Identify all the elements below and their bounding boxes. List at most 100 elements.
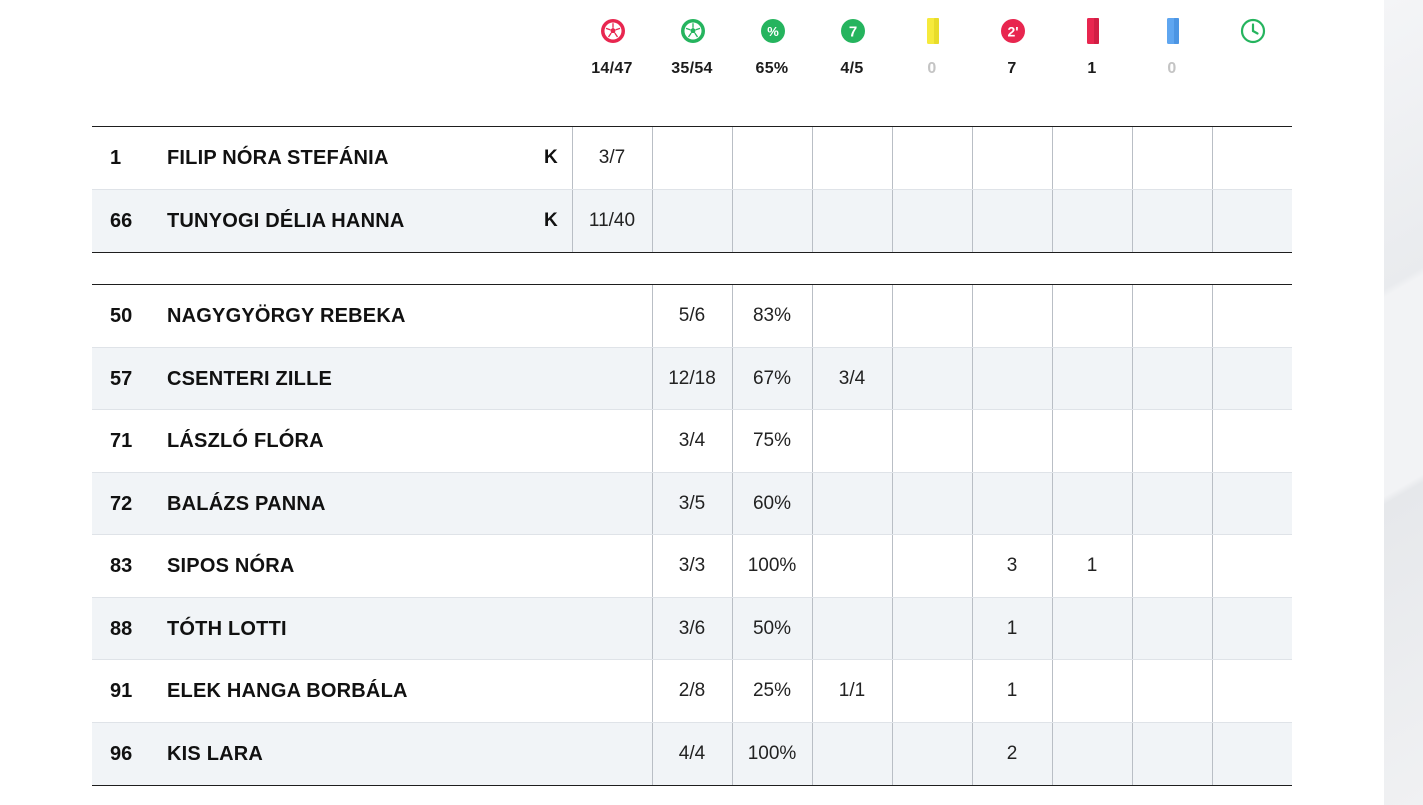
two-minute-icon-label: 2' <box>1007 24 1018 40</box>
player-name[interactable]: SIPOS NÓRA <box>167 555 295 577</box>
percent-cell <box>732 127 812 189</box>
blue-card-cell <box>1132 410 1212 472</box>
column-divider <box>1052 722 1053 785</box>
player-name[interactable]: CSENTERI ZILLE <box>167 367 333 390</box>
column-divider <box>1052 347 1053 409</box>
two-minute-cell <box>972 473 1052 535</box>
goals-cell: 3/4 <box>678 430 706 451</box>
goalkeepers-table: 1 FILIP NÓRA STEFÁNIA K 3/7 66 TUNYOGI D… <box>92 126 1292 253</box>
column-divider <box>572 127 573 189</box>
column-divider <box>732 285 733 347</box>
two-minute-cell <box>972 127 1052 189</box>
column-divider <box>732 535 733 597</box>
column-divider <box>1212 127 1213 189</box>
column-divider <box>1132 285 1133 347</box>
player-number: 83 <box>110 555 133 577</box>
table-row[interactable]: 57 CSENTERI ZILLE 12/18 67% 3/4 <box>92 347 1292 410</box>
column-divider <box>652 127 653 189</box>
column-divider <box>1132 472 1133 534</box>
column-divider <box>812 127 813 189</box>
percent-cell: 50% <box>752 617 792 639</box>
column-divider <box>732 722 733 785</box>
two-minute-cell <box>972 190 1052 253</box>
column-divider <box>812 535 813 597</box>
player-number: 50 <box>110 305 133 327</box>
yellow-card-cell <box>892 535 972 597</box>
column-divider <box>1212 722 1213 785</box>
seven-meter-cell <box>812 285 892 347</box>
column-divider <box>652 722 653 785</box>
table-row[interactable]: 83 SIPOS NÓRA 3/3 100% 3 1 <box>92 535 1292 598</box>
seven-meter-icon: 7 <box>841 19 865 43</box>
seven-icon-label: 7 <box>849 24 857 41</box>
seven-meter-cell <box>812 723 892 786</box>
two-minute-icon: 2' <box>1001 19 1025 43</box>
column-divider <box>972 285 973 347</box>
column-divider <box>652 535 653 597</box>
summary-value: 0 <box>927 60 937 77</box>
time-cell <box>1212 535 1292 597</box>
player-name[interactable]: TÓTH LOTTI <box>167 617 287 640</box>
two-minute-cell <box>972 348 1052 410</box>
column-divider <box>732 597 733 659</box>
percent-cell: 60% <box>752 492 792 514</box>
player-number: 96 <box>110 742 133 765</box>
column-divider <box>1132 347 1133 409</box>
player-name[interactable]: ELEK HANGA BORBÁLA <box>167 680 408 702</box>
column-divider <box>1132 535 1133 597</box>
blue-card-cell <box>1132 473 1212 535</box>
summary-value: 35/54 <box>671 60 713 77</box>
player-name[interactable]: LÁSZLÓ FLÓRA <box>167 430 324 452</box>
column-divider <box>1132 189 1133 252</box>
column-divider <box>892 410 893 472</box>
percent-cell: 100% <box>747 555 797 576</box>
table-row[interactable]: 71 LÁSZLÓ FLÓRA 3/4 75% <box>92 410 1292 473</box>
column-divider <box>892 597 893 659</box>
table-row[interactable]: 50 NAGYGYÖRGY REBEKA 5/6 83% <box>92 285 1292 348</box>
blue-card-cell <box>1132 348 1212 410</box>
player-name[interactable]: NAGYGYÖRGY REBEKA <box>167 305 406 327</box>
table-row[interactable]: 72 BALÁZS PANNA 3/5 60% <box>92 472 1292 535</box>
time-cell <box>1212 598 1292 660</box>
player-number: 57 <box>110 367 133 390</box>
column-divider <box>892 127 893 189</box>
column-divider <box>892 535 893 597</box>
player-name[interactable]: TUNYOGI DÉLIA HANNA <box>167 209 405 232</box>
percent-cell: 75% <box>752 430 792 451</box>
percent-cell: 83% <box>752 305 792 326</box>
player-name[interactable]: KIS LARA <box>167 742 264 765</box>
column-divider <box>972 410 973 472</box>
table-row[interactable]: 66 TUNYOGI DÉLIA HANNA K 11/40 <box>92 189 1292 253</box>
column-divider <box>652 410 653 472</box>
player-number: 88 <box>110 617 133 640</box>
blue-card-cell <box>1132 660 1212 722</box>
yellow-card-cell <box>892 127 972 189</box>
column-divider <box>572 189 573 252</box>
summary-blue-card: 0 <box>1132 0 1212 90</box>
seven-meter-cell: 3/4 <box>838 367 866 389</box>
red-card-cell <box>1052 473 1132 535</box>
goals-cell <box>652 190 732 253</box>
player-name[interactable]: BALÁZS PANNA <box>167 492 326 515</box>
time-cell <box>1212 127 1292 189</box>
percent-cell: 100% <box>747 742 797 764</box>
column-divider <box>732 472 733 534</box>
goals-cell: 3/5 <box>678 492 706 514</box>
player-name[interactable]: FILIP NÓRA STEFÁNIA <box>167 147 389 169</box>
column-divider <box>732 410 733 472</box>
table-row[interactable]: 1 FILIP NÓRA STEFÁNIA K 3/7 <box>92 127 1292 190</box>
seven-meter-cell <box>812 535 892 597</box>
clock-icon <box>1240 18 1266 44</box>
yellow-card-cell <box>892 285 972 347</box>
summary-value: 4/5 <box>840 60 864 77</box>
column-divider <box>812 189 813 252</box>
column-divider <box>1052 189 1053 252</box>
column-divider <box>972 535 973 597</box>
goals-cell: 3/6 <box>678 617 706 639</box>
column-divider <box>1132 410 1133 472</box>
saves-cell: 3/7 <box>598 147 626 168</box>
table-row[interactable]: 88 TÓTH LOTTI 3/6 50% 1 <box>92 597 1292 660</box>
table-row[interactable]: 96 KIS LARA 4/4 100% 2 <box>92 722 1292 786</box>
column-divider <box>1212 660 1213 722</box>
table-row[interactable]: 91 ELEK HANGA BORBÁLA 2/8 25% 1/1 1 <box>92 660 1292 723</box>
